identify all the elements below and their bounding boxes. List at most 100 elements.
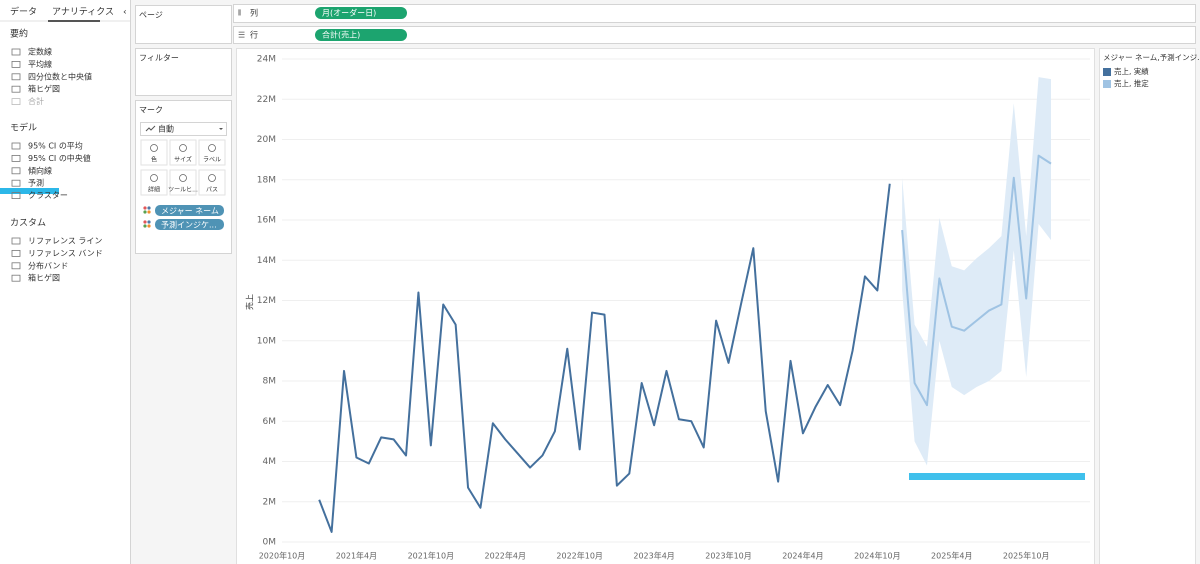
tab[interactable]: データ (10, 6, 37, 18)
x-tick-label: 2025年4月 (931, 551, 972, 561)
x-tick-label: 2023年4月 (633, 551, 674, 561)
item-icon (11, 249, 21, 257)
item-icon (11, 61, 21, 68)
x-tick-label: 2024年10月 (854, 551, 901, 561)
x-tick-label: 2021年4月 (336, 551, 377, 561)
mark-button-label: パス (206, 187, 218, 194)
columns-shelf (233, 4, 1196, 23)
analytics-item[interactable]: リファレンス バンド (28, 249, 103, 258)
mark-button[interactable] (140, 169, 168, 196)
item-icon (11, 98, 21, 105)
side-panel (0, 0, 130, 564)
color-dot (147, 224, 151, 228)
mark-type-dropdown[interactable] (140, 122, 227, 136)
item-icon (11, 274, 21, 282)
color-dot (143, 206, 147, 210)
analytics-item[interactable]: クラスター (28, 191, 68, 200)
legend-title: メジャー ネーム,予測インジ... (1103, 52, 1200, 62)
mark-button-icon (150, 144, 158, 152)
field-pill-label: 月(オーダー日) (322, 8, 376, 18)
mark-button-label: 色 (151, 156, 157, 164)
x-tick-label: 2022年4月 (485, 551, 526, 561)
item-icon (11, 167, 21, 175)
item-icon (11, 85, 21, 93)
analytics-item[interactable]: 箱ヒゲ図 (28, 273, 60, 283)
item-icon (11, 142, 21, 150)
series-line (901, 154, 1052, 407)
x-tick-label: 2022年10月 (556, 551, 603, 561)
item-icon (11, 192, 21, 200)
analytics-item[interactable]: 予測 (28, 178, 44, 188)
legend-label[interactable]: 売上, 実績 (1114, 66, 1149, 76)
color-dot (143, 220, 147, 224)
mark-button-label: ラベル (203, 157, 221, 164)
analytics-item[interactable]: 95% CI の平均 (28, 141, 83, 151)
y-tick-label: 24M (257, 55, 276, 65)
card-title: フィルター (139, 54, 179, 63)
shelf-label: 行 (250, 30, 258, 40)
field-pill[interactable] (155, 219, 224, 230)
legend-label[interactable]: 売上, 推定 (1114, 78, 1149, 88)
x-tick-label: 2024年4月 (782, 551, 823, 561)
y-tick-label: 12M (257, 296, 276, 306)
y-tick-label: 2M (263, 497, 277, 507)
item-icon (11, 262, 21, 270)
analytics-item[interactable]: 95% CI の中央値 (28, 153, 91, 163)
rows-shelf (233, 26, 1196, 44)
mark-button-icon (179, 144, 187, 152)
analytics-item[interactable]: 平均線 (28, 59, 52, 69)
highlight-annotation (0, 188, 59, 194)
analytics-item[interactable]: 四分位数と中央値 (28, 71, 92, 81)
analytics-item[interactable]: 合計 (28, 96, 44, 106)
y-tick-label: 0M (263, 538, 277, 548)
color-dot (143, 224, 147, 228)
shelf-label: 列 (250, 8, 258, 18)
y-tick-label: 8M (263, 377, 277, 387)
x-tick-label: 2025年10月 (1003, 551, 1050, 561)
y-tick-label: 14M (257, 256, 276, 266)
tab[interactable]: アナリティクス (52, 7, 114, 18)
item-icon (11, 73, 21, 81)
mark-button-label: 詳細 (148, 186, 160, 194)
field-pill-label: 予測インジケ... (161, 220, 217, 230)
legend-swatch (1103, 80, 1111, 88)
legend-swatch (1103, 68, 1111, 76)
field-pill[interactable] (155, 205, 224, 216)
legend-card (1099, 48, 1196, 564)
field-pill[interactable] (315, 29, 407, 41)
chart: 0M 2M 4M 6M 8M 10M 12M 14M 16M 18M 20M 22M 24M 売上 2020… (245, 52, 1200, 561)
analytics-item[interactable]: リファレンス ライン (28, 237, 102, 246)
filters-card (135, 48, 232, 96)
field-pill[interactable] (315, 7, 407, 19)
analytics-item[interactable]: 定数線 (28, 47, 52, 57)
mark-button-label: ツールヒ... (168, 187, 198, 194)
mark-type: 自動 (158, 124, 174, 134)
mark-button-icon (208, 174, 216, 182)
section-heading: モデル (10, 122, 37, 134)
forecast-band (902, 77, 1051, 466)
x-tick-label: 2023年10月 (705, 551, 752, 561)
item-icon (11, 179, 21, 187)
analytics-item[interactable]: 箱ヒゲ図 (28, 84, 60, 94)
analytics-item[interactable]: 傾向線 (28, 165, 52, 175)
y-tick-label: 6M (263, 417, 277, 427)
y-tick-label: 4M (263, 457, 277, 467)
field-pill-label: 合計(売上) (322, 30, 360, 40)
mark-button-label: サイズ (174, 156, 192, 164)
shelf-icon: ☰ (238, 31, 245, 40)
color-dot (147, 210, 151, 214)
analytics-item[interactable]: 分布バンド (28, 260, 68, 270)
section-heading: 要約 (10, 28, 28, 40)
x-tick-label: 2020年10月 (259, 551, 306, 561)
color-dot (147, 206, 151, 210)
y-axis-title: 売上 (245, 294, 255, 310)
collapse-button[interactable]: ‹ (123, 8, 127, 18)
y-tick-label: 20M (257, 135, 276, 145)
mark-button-icon (179, 174, 187, 182)
card-title: マーク (139, 106, 163, 115)
color-dot (143, 210, 147, 214)
highlight-annotation (909, 473, 1085, 480)
y-tick-label: 16M (257, 216, 276, 226)
